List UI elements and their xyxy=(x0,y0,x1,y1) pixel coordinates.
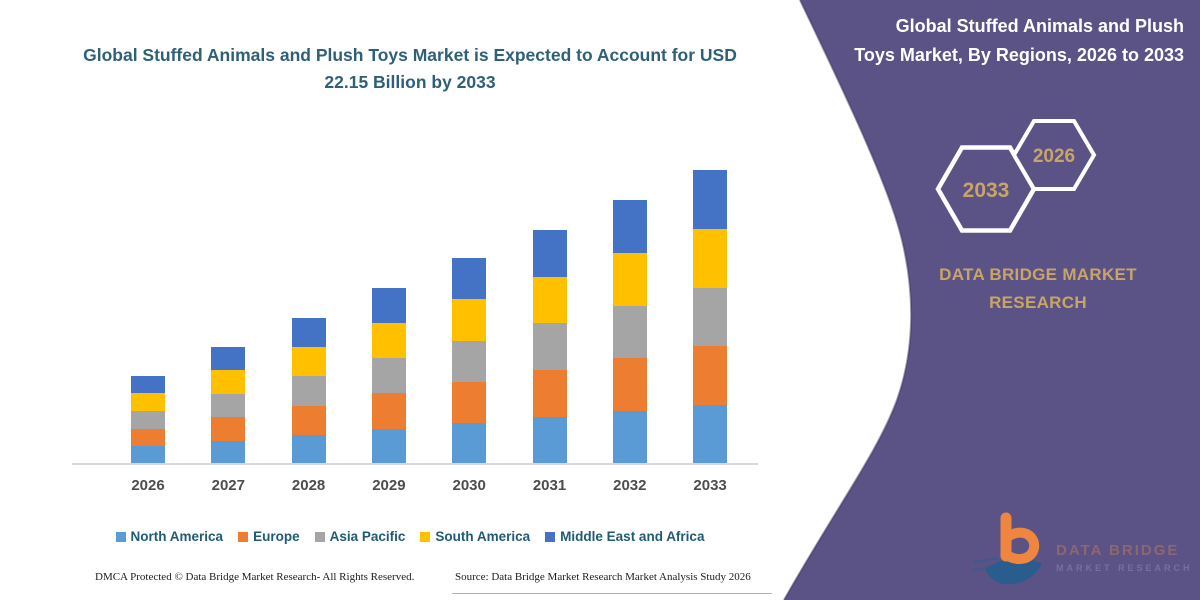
legend-marker-south-america-icon xyxy=(420,531,431,542)
x-label-2028: 2028 xyxy=(291,477,326,494)
bar-2032-middle-east-and-africa xyxy=(612,200,647,253)
bar-2030-south-america xyxy=(452,299,487,341)
bar-2033-south-america xyxy=(693,229,728,288)
bar-2028-asia-pacific xyxy=(291,376,326,406)
x-label-2026: 2026 xyxy=(131,477,165,494)
legend-item-north-america: North America xyxy=(115,529,224,544)
logo-wordmark-line2: MARKET RESEARCH xyxy=(1056,563,1193,573)
bar-2030-north-america xyxy=(452,423,487,464)
bar-2031-south-america xyxy=(532,277,567,323)
bar-2028-middle-east-and-africa xyxy=(291,318,326,347)
bar-2027-north-america xyxy=(211,441,246,464)
bar-2033-middle-east-and-africa xyxy=(693,170,728,229)
bar-2030-europe xyxy=(452,382,487,423)
bar-2032-north-america xyxy=(612,411,647,464)
panel-edge-curve xyxy=(783,0,913,600)
page-title: Global Stuffed Animals and Plush Toys Ma… xyxy=(83,45,737,92)
x-label-2030: 2030 xyxy=(452,477,486,494)
hexagon-2026-icon xyxy=(1011,119,1097,191)
bar-2033-europe xyxy=(693,346,728,405)
x-label-2029: 2029 xyxy=(372,477,406,494)
bar-2026-europe xyxy=(131,429,165,446)
bar-2032-asia-pacific xyxy=(612,306,647,358)
bar-2031-europe xyxy=(532,370,567,417)
bar-2033-asia-pacific xyxy=(693,288,728,346)
bar-2028-south-america xyxy=(291,347,326,376)
panel-title: Global Stuffed Animals and Plush Toys Ma… xyxy=(854,16,1184,65)
footer-divider xyxy=(452,593,772,594)
logo-b-bowl-icon xyxy=(1001,527,1040,565)
bar-2028-europe xyxy=(291,406,326,435)
bar-2029-asia-pacific xyxy=(371,358,406,393)
hexagon-front-year: 2026 xyxy=(1033,146,1075,167)
bar-2032-south-america xyxy=(612,253,647,306)
bar-2027-europe xyxy=(211,417,246,441)
hexagon-back-year: 2033 xyxy=(963,179,1010,202)
bar-2029-middle-east-and-africa xyxy=(371,288,406,323)
x-label-2032: 2032 xyxy=(613,477,647,494)
legend-label-asia-pacific: Asia Pacific xyxy=(329,529,406,544)
legend-marker-asia-pacific-icon xyxy=(314,531,325,542)
x-label-2031: 2031 xyxy=(532,477,567,494)
bar-2026-middle-east-and-africa xyxy=(131,376,165,393)
bar-2029-europe xyxy=(371,393,406,429)
bar-2031-middle-east-and-africa xyxy=(532,230,567,277)
x-axis-line xyxy=(72,463,758,465)
bar-2031-north-america xyxy=(532,417,567,464)
bar-2026-north-america xyxy=(131,446,165,464)
legend-item-south-america: South America xyxy=(420,529,530,544)
bar-2026-asia-pacific xyxy=(131,411,165,429)
bar-2028-north-america xyxy=(291,435,326,464)
logo-swoosh-line2-icon xyxy=(971,567,995,571)
logo-wordmark-line1: DATA BRIDGE xyxy=(1056,542,1179,559)
x-label-2033: 2033 xyxy=(693,477,727,494)
hexagon-2033-icon xyxy=(935,145,1037,233)
bar-2029-south-america xyxy=(371,323,406,358)
bar-2027-middle-east-and-africa xyxy=(211,347,246,370)
chart-legend: North America Europe Asia Pacific South Ame… xyxy=(50,529,770,544)
x-label-2027: 2027 xyxy=(211,477,245,494)
legend-label-middle-east-and-africa: Middle East and Africa xyxy=(560,529,705,544)
legend-item-asia-pacific: Asia Pacific xyxy=(314,529,406,544)
legend-label-europe: Europe xyxy=(253,529,300,544)
logo-globe-icon xyxy=(986,557,1042,585)
bar-2027-south-america xyxy=(211,370,246,394)
legend-label-north-america: North America xyxy=(130,529,224,544)
bar-2026-south-america xyxy=(131,393,165,411)
bar-2033-north-america xyxy=(693,405,728,464)
bar-2030-middle-east-and-africa xyxy=(452,258,487,299)
legend-item-europe: Europe xyxy=(238,529,300,544)
dmca-notice: DMCA Protected © Data Bridge Market Rese… xyxy=(95,571,415,583)
brand-name: DATA BRIDGE MARKET RESEARCH xyxy=(939,265,1137,312)
bar-2029-north-america xyxy=(371,429,406,464)
bar-2030-asia-pacific xyxy=(452,341,487,382)
legend-marker-middle-east-and-africa-icon xyxy=(545,531,556,542)
legend-marker-north-america-icon xyxy=(115,531,126,542)
legend-label-south-america: South America xyxy=(435,529,531,544)
legend-item-middle-east-and-africa: Middle East and Africa xyxy=(545,529,704,544)
bar-2031-asia-pacific xyxy=(532,323,567,370)
bar-2032-europe xyxy=(612,358,647,411)
bar-2027-asia-pacific xyxy=(211,394,246,417)
data-bridge-logo-icon: DATA BRIDGE MARKET RESEARCH xyxy=(971,512,1193,585)
source-note: Source: Data Bridge Market Research Mark… xyxy=(455,571,751,583)
logo-swoosh-line-icon xyxy=(973,557,999,563)
legend-marker-europe-icon xyxy=(238,531,249,542)
